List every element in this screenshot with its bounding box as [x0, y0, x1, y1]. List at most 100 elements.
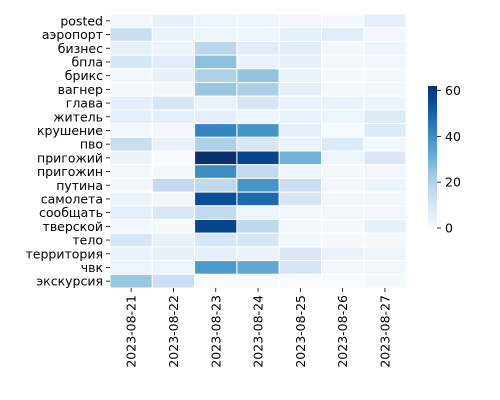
heatmap-cell: [236, 177, 280, 193]
heatmap-cell: [278, 164, 323, 179]
heatmap-cell: [194, 13, 238, 29]
heatmap-cell: [194, 164, 238, 179]
heatmap-cell: [194, 191, 238, 207]
heatmap-cell: [194, 205, 238, 221]
heatmap-cell: [236, 273, 280, 289]
heatmap-cell: [363, 219, 407, 234]
heatmap-cell: [109, 27, 153, 42]
heatmap-cell: [278, 95, 323, 111]
heatmap-cell: [278, 260, 323, 275]
heatmap-cell: [278, 54, 323, 70]
heatmap-cell: [151, 40, 196, 56]
heatmap-cell: [236, 123, 280, 138]
heatmap-cell: [363, 273, 407, 289]
heatmap-cell: [194, 260, 238, 275]
heatmap-cell: [194, 54, 238, 70]
heatmap-cell: [151, 260, 196, 275]
heatmap-cell: [278, 68, 323, 84]
y-tick-label: пригожий: [37, 150, 103, 165]
heatmap-cell: [278, 191, 323, 207]
heatmap-cell: [321, 232, 365, 248]
heatmap-cell: [321, 205, 365, 221]
heatmap-cell: [363, 54, 407, 70]
heatmap-cell: [151, 273, 196, 289]
heatmap-cell: [363, 40, 407, 56]
heatmap-cell: [363, 191, 407, 207]
heatmap-cell: [321, 54, 365, 70]
heatmap-cell: [151, 54, 196, 70]
heatmap-cell: [278, 205, 323, 221]
heatmap-cell: [151, 95, 196, 111]
x-tick-label: 2023-08-25: [293, 295, 308, 368]
heatmap-cell: [363, 246, 407, 262]
heatmap-cell: [194, 219, 238, 234]
heatmap-cell: [194, 68, 238, 84]
heatmap-cell: [321, 260, 365, 275]
x-tick-label: 2023-08-24: [251, 295, 266, 368]
heatmap-cell: [194, 177, 238, 193]
heatmap-cell: [236, 54, 280, 70]
heatmap-cell: [194, 273, 238, 289]
heatmap-cell: [278, 27, 323, 42]
heatmap-cell: [109, 40, 153, 56]
heatmap-cell: [236, 260, 280, 275]
heatmap-cell: [321, 136, 365, 152]
heatmap-cell: [151, 82, 196, 97]
heatmap-cell: [363, 109, 407, 125]
y-tick-label: пво: [80, 137, 103, 152]
heatmap-cell: [151, 136, 196, 152]
heatmap-cell: [109, 150, 153, 166]
heatmap-cell: [236, 164, 280, 179]
y-tick-label: posted: [60, 13, 103, 28]
heatmap-cell: [194, 82, 238, 97]
colorbar-tick-label: 20: [445, 175, 461, 190]
heatmap-cell: [363, 205, 407, 221]
heatmap-cell: [278, 123, 323, 138]
heatmap-cell: [236, 150, 280, 166]
heatmap-cell: [321, 13, 365, 29]
heatmap-cell: [236, 109, 280, 125]
heatmap-cell: [194, 40, 238, 56]
heatmap-cell: [278, 177, 323, 193]
heatmap-cell: [278, 13, 323, 29]
y-tick-label: путина: [56, 178, 103, 193]
heatmap-cell: [363, 27, 407, 42]
heatmap-cell: [109, 260, 153, 275]
heatmap-cell: [151, 164, 196, 179]
heatmap-cell: [151, 219, 196, 234]
heatmap-cell: [151, 191, 196, 207]
heatmap-cell: [236, 205, 280, 221]
heatmap-cell: [321, 82, 365, 97]
heatmap-cell: [278, 246, 323, 262]
heatmap-cell: [236, 68, 280, 84]
heatmap-cell: [194, 150, 238, 166]
x-tick-label: 2023-08-23: [208, 295, 223, 368]
heatmap-cell: [109, 123, 153, 138]
y-tick-label: крушение: [37, 123, 103, 138]
y-tick-label: глава: [66, 96, 103, 111]
heatmap-cell: [363, 95, 407, 111]
heatmap-cell: [151, 27, 196, 42]
heatmap-cell: [151, 150, 196, 166]
y-tick-label: житель: [53, 109, 103, 124]
heatmap-cell: [109, 219, 153, 234]
heatmap-cell: [363, 68, 407, 84]
heatmap-cell: [321, 150, 365, 166]
heatmap-cell: [278, 219, 323, 234]
heatmap-cells: [109, 13, 407, 289]
heatmap-cell: [109, 232, 153, 248]
heatmap-cell: [363, 232, 407, 248]
heatmap-cell: [109, 164, 153, 179]
heatmap-cell: [321, 27, 365, 42]
heatmap-cell: [321, 40, 365, 56]
heatmap-cell: [194, 232, 238, 248]
heatmap-cell: [236, 82, 280, 97]
heatmap-cell: [109, 136, 153, 152]
heatmap-cell: [236, 219, 280, 234]
y-tick-label: чвк: [81, 260, 104, 275]
heatmap-cell: [151, 177, 196, 193]
heatmap-cell: [194, 95, 238, 111]
colorbar-tick-label: 40: [445, 129, 461, 144]
heatmap-cell: [321, 191, 365, 207]
heatmap-cell: [321, 109, 365, 125]
